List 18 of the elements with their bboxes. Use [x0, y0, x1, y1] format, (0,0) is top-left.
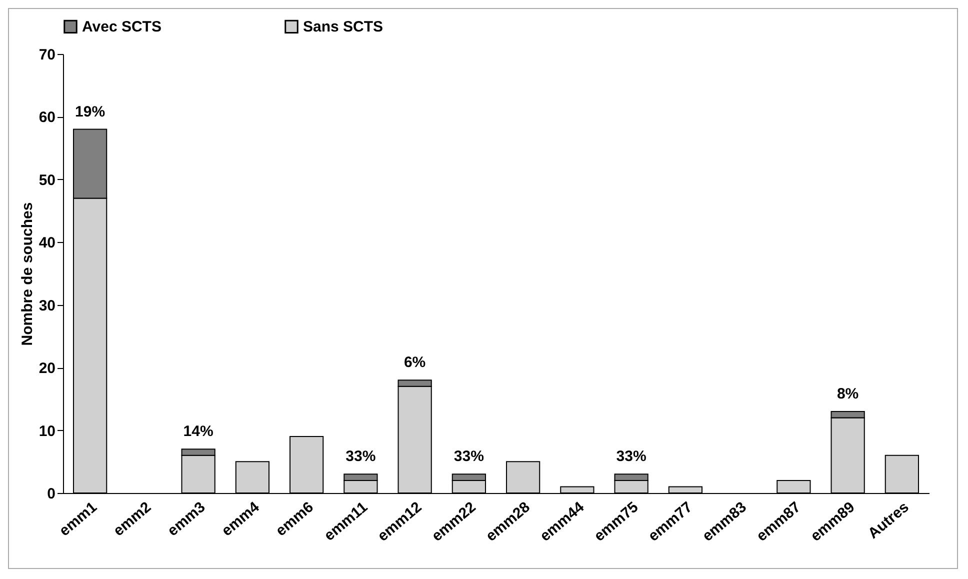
annotation: 6% — [404, 354, 426, 372]
legend-label: Avec SCTS — [82, 18, 162, 36]
y-tick-label: 70 — [38, 46, 56, 64]
annotation: 33% — [454, 448, 484, 466]
y-tick-label: 60 — [38, 109, 56, 126]
annotation: 33% — [616, 448, 646, 466]
y-tick-label: 30 — [38, 297, 56, 314]
y-tick-label: 40 — [38, 234, 56, 252]
annotation: 14% — [183, 423, 214, 440]
annotation: 33% — [346, 448, 376, 466]
y-tick-label: 10 — [38, 422, 56, 440]
y-tick-label: 20 — [38, 360, 56, 378]
annotation: 8% — [836, 385, 859, 402]
y-tick-label: 0 — [47, 486, 56, 502]
annotation: 19% — [75, 103, 106, 120]
legend-label: Sans SCTS — [303, 18, 384, 36]
y-axis-title: Nombre de souches — [18, 202, 36, 346]
y-tick-label: 50 — [38, 172, 56, 189]
